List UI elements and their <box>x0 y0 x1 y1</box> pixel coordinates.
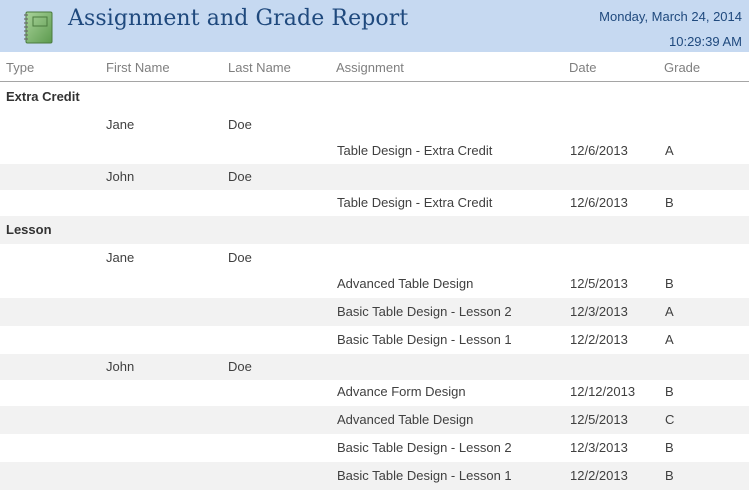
assignment-row: Table Design - Extra Credit 12/6/2013 A <box>0 138 749 164</box>
column-header-assignment: Assignment <box>336 60 404 75</box>
assignment-date: 12/5/2013 <box>570 276 628 291</box>
assignment-grade: B <box>665 195 674 210</box>
assignment-date: 12/3/2013 <box>570 440 628 455</box>
last-name: Doe <box>228 359 252 374</box>
assignment-grade: B <box>665 468 674 483</box>
assignment-grade: A <box>665 304 674 319</box>
column-header-grade: Grade <box>664 60 701 75</box>
assignment-date: 12/2/2013 <box>570 468 628 483</box>
report-date: Monday, March 24, 2014 <box>599 9 742 24</box>
column-header-first-name: First Name <box>106 60 170 75</box>
assignment-grade: B <box>665 276 674 291</box>
assignment-grade: B <box>665 440 674 455</box>
assignment-row: Table Design - Extra Credit 12/6/2013 B <box>0 190 749 216</box>
assignment-date: 12/3/2013 <box>570 304 628 319</box>
first-name: Jane <box>106 250 135 265</box>
assignment-date: 12/5/2013 <box>570 412 628 427</box>
report-header: Assignment and Grade Report Monday, Marc… <box>0 0 749 52</box>
assignment-name: Advanced Table Design <box>337 412 474 427</box>
assignment-row: Basic Table Design - Lesson 1 12/2/2013 … <box>0 462 749 490</box>
assignment-name: Basic Table Design - Lesson 1 <box>337 468 512 483</box>
first-name: Jane <box>106 117 135 132</box>
assignment-row: Advanced Table Design 12/5/2013 B <box>0 272 749 298</box>
notebook-icon <box>24 11 53 44</box>
column-headers: Type First Name Last Name Assignment Dat… <box>0 52 749 82</box>
assignment-name: Advanced Table Design <box>337 276 474 291</box>
student-row: Jane Doe <box>0 110 749 138</box>
column-header-last-name: Last Name <box>228 60 291 75</box>
last-name: Doe <box>228 250 252 265</box>
group-header-row: Extra Credit <box>0 83 749 110</box>
assignment-name: Basic Table Design - Lesson 2 <box>337 440 512 455</box>
assignment-name: Basic Table Design - Lesson 1 <box>337 332 512 347</box>
assignment-row: Advanced Table Design 12/5/2013 C <box>0 406 749 434</box>
assignment-name: Basic Table Design - Lesson 2 <box>337 304 512 319</box>
assignment-date: 12/12/2013 <box>570 384 636 399</box>
group-type-label: Extra Credit <box>6 89 80 104</box>
student-row: Jane Doe <box>0 244 749 272</box>
assignment-date: 12/6/2013 <box>570 143 628 158</box>
assignment-grade: B <box>665 384 674 399</box>
group-type-label: Lesson <box>6 222 52 237</box>
first-name: John <box>106 359 135 374</box>
assignment-grade: C <box>665 412 675 427</box>
assignment-grade: A <box>665 143 674 158</box>
assignment-row: Basic Table Design - Lesson 2 12/3/2013 … <box>0 298 749 326</box>
assignment-grade: A <box>665 332 674 347</box>
column-header-date: Date <box>569 60 597 75</box>
assignment-name: Advance Form Design <box>337 384 466 399</box>
report-title: Assignment and Grade Report <box>68 6 409 31</box>
student-row: John Doe <box>0 164 749 190</box>
assignment-date: 12/6/2013 <box>570 195 628 210</box>
last-name: Doe <box>228 117 252 132</box>
assignment-row: Basic Table Design - Lesson 2 12/3/2013 … <box>0 434 749 462</box>
column-header-type: Type <box>6 60 35 75</box>
report-time: 10:29:39 AM <box>669 34 742 49</box>
assignment-name: Table Design - Extra Credit <box>337 143 493 158</box>
group-header-row: Lesson <box>0 216 749 244</box>
assignment-row: Basic Table Design - Lesson 1 12/2/2013 … <box>0 326 749 354</box>
assignment-row: Advance Form Design 12/12/2013 B <box>0 380 749 406</box>
assignment-date: 12/2/2013 <box>570 332 628 347</box>
first-name: John <box>106 169 135 184</box>
assignment-name: Table Design - Extra Credit <box>337 195 493 210</box>
last-name: Doe <box>228 169 252 184</box>
student-row: John Doe <box>0 354 749 380</box>
